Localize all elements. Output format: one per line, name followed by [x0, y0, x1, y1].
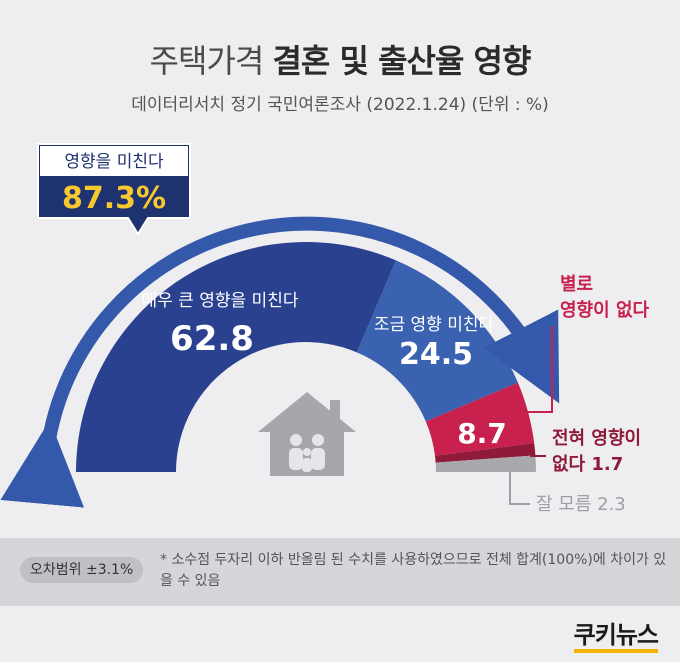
page-title: 주택가격 결혼 및 출산율 영향 [0, 36, 680, 82]
title-part2: 결혼 및 출산율 영향 [272, 42, 531, 80]
leader-dont-know [509, 472, 530, 505]
label-not-much-line1: 별로 [560, 274, 593, 295]
house-family-icon [258, 392, 356, 476]
title-part1: 주택가격 [149, 42, 265, 80]
margin-of-error-badge: 오차범위 ±3.1% [20, 557, 144, 583]
value-somewhat: 24.5 [399, 337, 473, 372]
label-dont-know: 잘 모름 2.3 [536, 494, 626, 515]
value-very-big: 62.8 [170, 319, 254, 359]
cumulative-arrow [0, 216, 560, 508]
leader-not-much [522, 326, 553, 413]
callout-box: 영향을 미친다 87.3% [37, 143, 191, 236]
label-somewhat: 조금 영향 미친다 [374, 315, 495, 335]
label-not-at-all-line2: 없다 1.7 [552, 454, 623, 475]
label-not-at-all-line1: 전혀 영향이 [552, 428, 641, 449]
brand-name: 쿠키뉴스 [573, 621, 659, 649]
footnote: * 소수점 두자리 이하 반올림 된 수치를 사용하였으므로 전체 합계(100… [160, 552, 667, 589]
brand-logo: 쿠키뉴스 [573, 615, 659, 653]
value-not-much: 8.7 [457, 417, 507, 450]
callout-value: 87.3% [62, 181, 166, 216]
page-subtitle: 데이터리서치 정기 국민여론조사 (2022.1.24) (단위 : %) [131, 95, 549, 115]
label-not-much-line2: 영향이 없다 [560, 300, 650, 321]
brand-underline [573, 649, 658, 653]
label-very-big: 매우 큰 영향을 미친다 [142, 291, 299, 311]
callout-label: 영향을 미친다 [64, 152, 164, 172]
